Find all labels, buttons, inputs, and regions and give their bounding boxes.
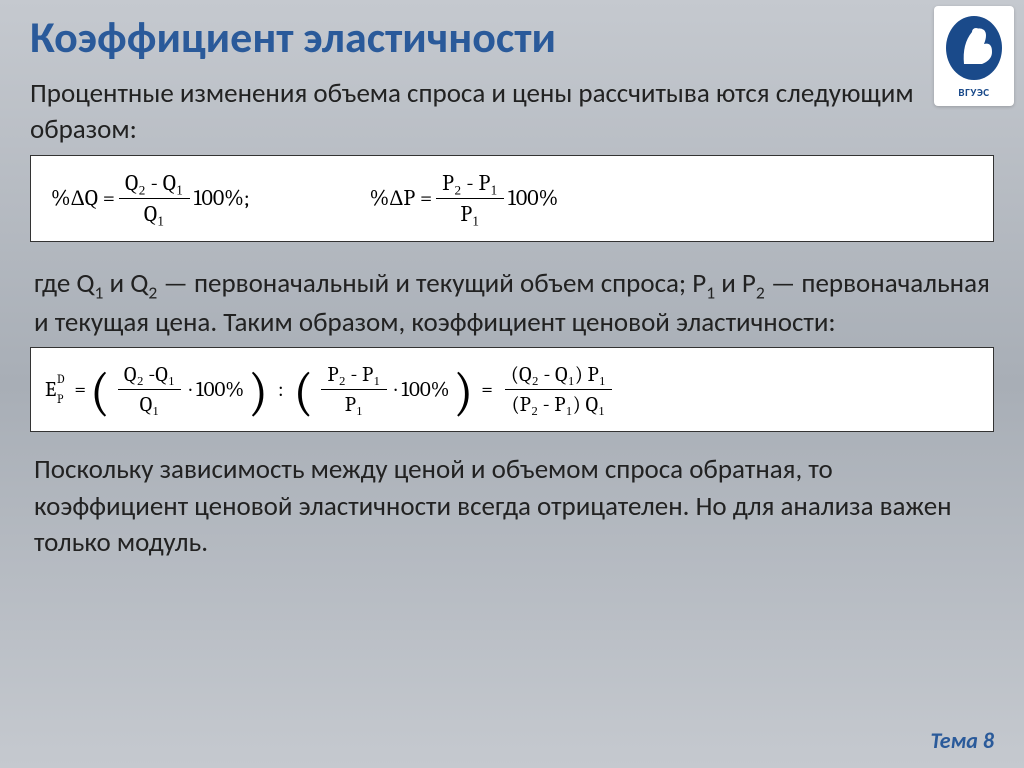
f2-mult1: · 100% [189,378,244,402]
f2-mult2: · 100% [395,378,450,402]
wt3: — первоначальный и текущий объем спроса;… [157,267,706,300]
res-den: (P₂ - P₁) Q₁ [506,390,612,417]
dq-den: Q₁ [138,199,171,227]
wsub2: 2 [148,281,157,303]
e-sup: D [57,372,65,386]
wt2: и Q [103,267,148,300]
f2-den1: Q₁ [134,390,166,417]
e-sub: P [57,392,63,406]
wt4: и P [715,267,756,300]
dq-tail: 100%; [194,185,250,211]
f2-frac2: P₂ - P₁ P₁ [321,362,386,417]
colon: : [278,378,284,402]
dq-lhs: %ΔQ = [51,185,115,211]
slide-title: Коэффициент эластичности [30,10,994,64]
dp-den: P₁ [454,199,485,227]
dp-tail: 100% [508,185,558,211]
dq-fraction: Q₂ - Q₁ Q₁ [119,170,190,227]
wt1: где Q [34,267,95,300]
university-logo: ВГУЭС [934,6,1014,106]
formula-dq: %ΔQ = Q₂ - Q₁ Q₁ 100%; [51,170,250,227]
wsub4: 2 [756,281,765,303]
res-num: (Q₂ - Q₁) P₁ [505,362,612,390]
f2-result: (Q₂ - Q₁) P₁ (P₂ - P₁) Q₁ [505,362,612,417]
f2-frac1: Q₂ -Q₁ Q₁ [118,362,181,417]
dp-num: P₂ - P₁ [436,170,504,199]
eq1: = [74,378,86,402]
e-symbol: EDP [45,378,56,402]
dq-num: Q₂ - Q₁ [119,170,190,199]
eq2: = [481,378,493,402]
formula-elasticity: EDP = ( Q₂ -Q₁ Q₁ · 100% ) : ( P₂ - P₁ P… [30,347,994,432]
dp-fraction: P₂ - P₁ P₁ [436,170,504,227]
formula-dp: %ΔP = P₂ - P₁ P₁ 100% [370,170,559,227]
where-text: где Q1 и Q2 — первоначальный и текущий о… [30,266,994,342]
f2-num2: P₂ - P₁ [321,362,386,390]
intro-text: Процентные изменения объема спроса и цен… [30,76,994,149]
formula-percent-changes: %ΔQ = Q₂ - Q₁ Q₁ 100%; %ΔP = P₂ - P₁ P₁ … [30,155,994,242]
logo-text: ВГУЭС [958,86,989,99]
conclusion-text: Поскольку зависимость между ценой и объе… [30,452,994,561]
wsub3: 1 [706,281,715,303]
slide-footer: Тема 8 [930,727,994,754]
dp-lhs: %ΔP = [370,185,432,211]
f2-den2: P₁ [339,390,370,417]
f2-num1: Q₂ -Q₁ [118,362,181,390]
